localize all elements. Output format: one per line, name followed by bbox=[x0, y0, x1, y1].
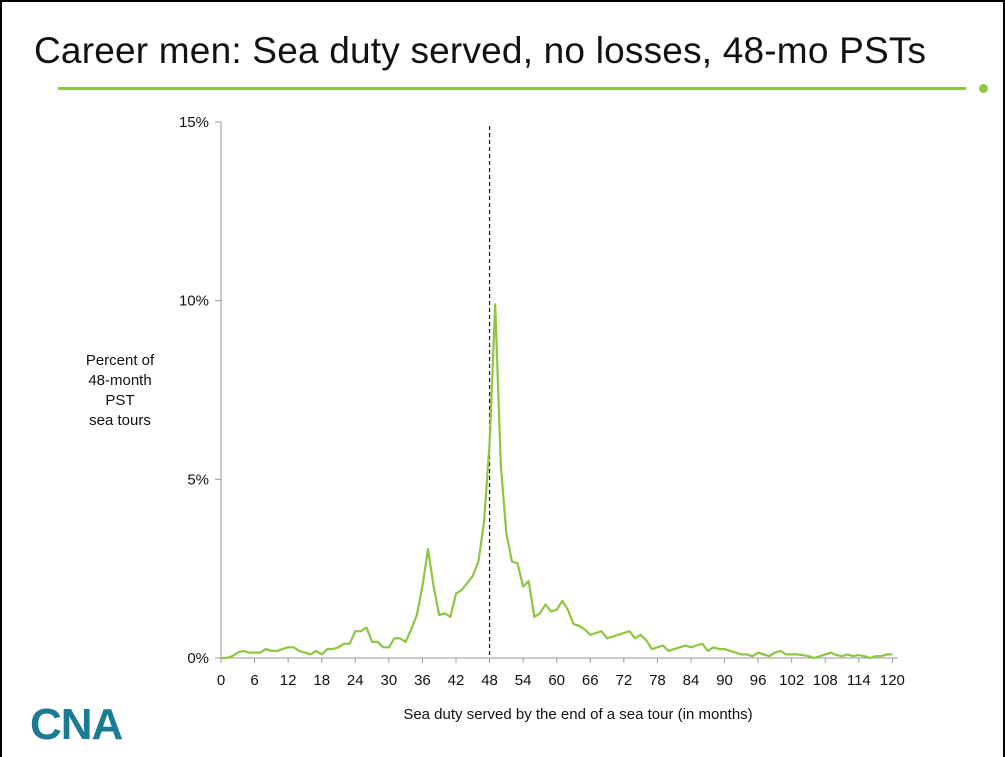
x-tick-label: 90 bbox=[716, 672, 733, 689]
y-axis-label-line: 48-month bbox=[88, 372, 152, 389]
y-tick-label: 10% bbox=[179, 293, 209, 310]
y-axis-label: Percent of 48-month PST sea tours bbox=[70, 351, 170, 431]
x-tick-label: 84 bbox=[683, 672, 700, 689]
x-tick-label: 30 bbox=[381, 672, 398, 689]
y-tick-label: 5% bbox=[187, 471, 209, 488]
x-tick-label: 72 bbox=[615, 672, 632, 689]
series-group bbox=[221, 303, 893, 660]
y-tick-label: 0% bbox=[187, 650, 209, 667]
x-tick-label: 60 bbox=[548, 672, 565, 689]
x-tick-label: 120 bbox=[880, 672, 905, 689]
x-tick-label: 114 bbox=[847, 672, 871, 689]
cna-logo: CNA bbox=[30, 700, 123, 749]
x-axis: 0 6 12 18 24 30 36 42 48 54 60 66 72 78 84 90 96 102 108 11… bbox=[217, 657, 905, 689]
x-tick-label: 36 bbox=[414, 672, 431, 689]
title-accent-dot bbox=[979, 84, 988, 93]
x-tick-label: 66 bbox=[582, 672, 599, 689]
series-line bbox=[221, 303, 893, 660]
x-tick-label: 12 bbox=[280, 672, 297, 689]
title-underline bbox=[58, 87, 966, 90]
y-tick-label: 15% bbox=[179, 114, 209, 131]
x-tick-label: 6 bbox=[250, 672, 258, 689]
y-axis-label-line: PST bbox=[105, 392, 135, 409]
x-tick-label: 48 bbox=[481, 672, 498, 689]
y-axis-label-line: sea tours bbox=[89, 412, 151, 429]
x-tick-label: 54 bbox=[515, 672, 532, 689]
x-tick-label: 42 bbox=[448, 672, 465, 689]
x-tick-label: 0 bbox=[217, 672, 225, 689]
slide-title: Career men: Sea duty served, no losses, … bbox=[34, 30, 927, 71]
x-tick-label: 18 bbox=[313, 672, 330, 689]
y-axis: 0% 5% 10% 15% bbox=[179, 114, 222, 667]
x-tick-label: 78 bbox=[649, 672, 666, 689]
x-tick-label: 108 bbox=[813, 672, 838, 689]
y-axis-label-line: Percent of bbox=[85, 352, 155, 369]
x-axis-label: Sea duty served by the end of a sea tour… bbox=[403, 706, 752, 723]
x-tick-label: 96 bbox=[750, 672, 767, 689]
x-tick-label: 24 bbox=[347, 672, 364, 689]
x-tick-label: 102 bbox=[779, 672, 804, 689]
